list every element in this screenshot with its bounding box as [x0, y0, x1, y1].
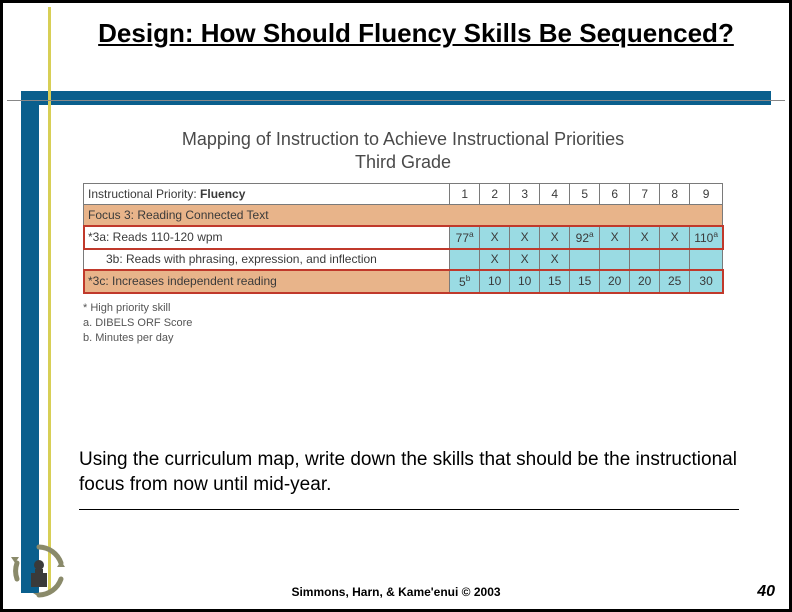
cell [570, 249, 600, 270]
cell: 15 [540, 270, 570, 293]
cell [630, 249, 660, 270]
focus-row: Focus 3: Reading Connected Text [84, 205, 723, 226]
cell: X [510, 226, 540, 249]
cell: X [660, 226, 690, 249]
cell: 77a [450, 226, 480, 249]
frame-gray-horizontal [7, 100, 785, 101]
corner-logo-icon [11, 543, 67, 599]
cell: 5b [450, 270, 480, 293]
figure-heading-line1: Mapping of Instruction to Achieve Instru… [182, 129, 624, 149]
table-row-3a: *3a: Reads 110-120 wpm 77a X X X 92a X X… [84, 226, 723, 249]
col-header: 9 [690, 184, 723, 205]
frame-yellow-vertical [48, 7, 51, 593]
footnote-star: * High priority skill [83, 301, 723, 316]
cell: X [480, 249, 510, 270]
instruction-text: Using the curriculum map, write down the… [79, 449, 737, 495]
cell: 10 [480, 270, 510, 293]
cell: X [510, 249, 540, 270]
col-header: 4 [540, 184, 570, 205]
col-header: 8 [660, 184, 690, 205]
frame-blue-top [21, 91, 771, 105]
cell: 20 [600, 270, 630, 293]
priority-cell: Instructional Priority: Fluency [84, 184, 450, 205]
cell [660, 249, 690, 270]
cell: 25 [660, 270, 690, 293]
figure-heading-line2: Third Grade [355, 152, 451, 172]
cell: X [540, 249, 570, 270]
footnote-b: b. Minutes per day [83, 331, 723, 346]
cell: X [480, 226, 510, 249]
figure-heading: Mapping of Instruction to Achieve Instru… [83, 128, 723, 173]
cell: 110a [690, 226, 723, 249]
cell: 30 [690, 270, 723, 293]
table-row-3c: *3c: Increases independent reading 5b 10… [84, 270, 723, 293]
cell: X [630, 226, 660, 249]
slide-frame: Design: How Should Fluency Skills Be Seq… [0, 0, 792, 612]
write-in-line [79, 509, 739, 510]
figure-footnotes: * High priority skill a. DIBELS ORF Scor… [83, 301, 723, 346]
col-header: 2 [480, 184, 510, 205]
cell [690, 249, 723, 270]
col-header: 6 [600, 184, 630, 205]
cell: 15 [570, 270, 600, 293]
col-header: 7 [630, 184, 660, 205]
page-number: 40 [757, 583, 775, 601]
curriculum-map-table: Instructional Priority: Fluency 1 2 3 4 … [83, 183, 723, 293]
cell: X [540, 226, 570, 249]
row-3c-label: *3c: Increases independent reading [84, 270, 450, 293]
cell [450, 249, 480, 270]
slide-title: Design: How Should Fluency Skills Be Seq… [63, 11, 769, 87]
priority-label: Instructional Priority: [88, 187, 197, 201]
col-header: 1 [450, 184, 480, 205]
footnote-a: a. DIBELS ORF Score [83, 316, 723, 331]
row-3a-label: *3a: Reads 110-120 wpm [84, 226, 450, 249]
instruction-block: Using the curriculum map, write down the… [79, 448, 739, 510]
col-header: 3 [510, 184, 540, 205]
col-header: 5 [570, 184, 600, 205]
citation-text: Simmons, Harn, & Kame'enui © 2003 [3, 585, 789, 599]
cell: 92a [570, 226, 600, 249]
row-3b-label: 3b: Reads with phrasing, expression, and… [84, 249, 450, 270]
table-row-3b: 3b: Reads with phrasing, expression, and… [84, 249, 723, 270]
cell: 20 [630, 270, 660, 293]
priority-row: Instructional Priority: Fluency 1 2 3 4 … [84, 184, 723, 205]
cell: X [600, 226, 630, 249]
cell: 10 [510, 270, 540, 293]
frame-blue-left [21, 91, 39, 593]
priority-value: Fluency [200, 187, 245, 201]
cell [600, 249, 630, 270]
curriculum-map-figure: Mapping of Instruction to Achieve Instru… [83, 128, 723, 346]
focus-label: Focus 3: Reading Connected Text [84, 205, 723, 226]
